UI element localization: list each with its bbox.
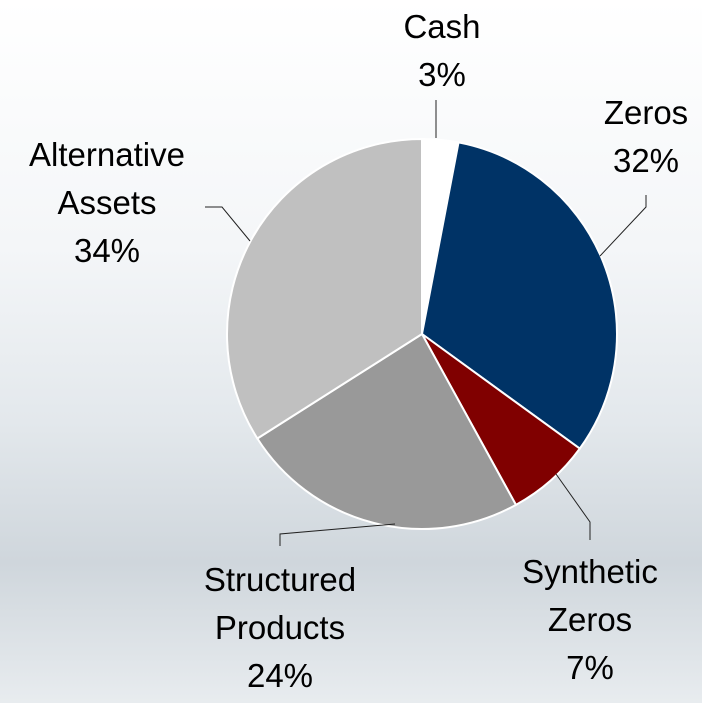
leader-line bbox=[600, 195, 646, 256]
leader-line bbox=[556, 474, 590, 540]
category-label: Cash bbox=[337, 3, 547, 51]
value-label: 34% bbox=[2, 227, 212, 275]
value-label: 3% bbox=[337, 51, 547, 99]
leader-line bbox=[280, 524, 395, 546]
category-label: Synthetic Zeros bbox=[485, 548, 695, 644]
category-label: Alternative Assets bbox=[2, 131, 212, 227]
chart: Cash3%Zeros32% Synthetic Zeros7% Structure… bbox=[0, 0, 702, 703]
category-label: Structured Products bbox=[175, 556, 385, 652]
category-label: Zeros bbox=[541, 89, 702, 137]
value-label: 24% bbox=[175, 652, 385, 700]
value-label: 32% bbox=[541, 137, 702, 185]
value-label: 7% bbox=[485, 644, 695, 692]
